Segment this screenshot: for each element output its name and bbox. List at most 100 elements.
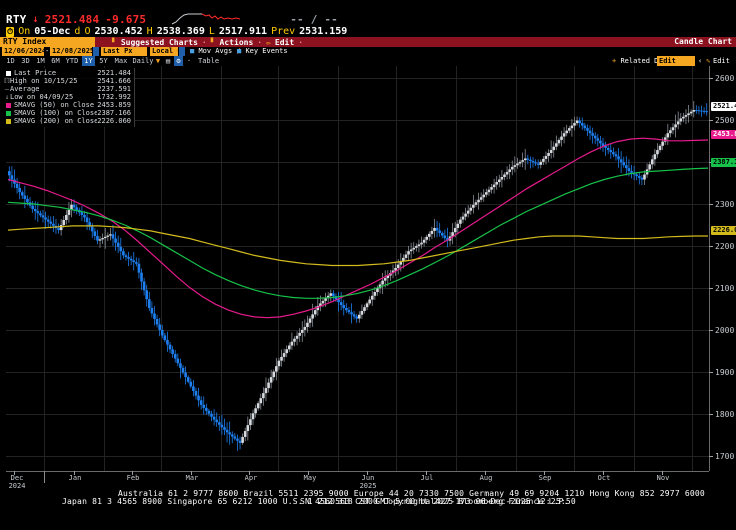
price-tick-1800 — [709, 414, 713, 415]
security-input[interactable]: RTY Index — [0, 37, 95, 47]
period-3d[interactable]: 3D — [21, 57, 30, 65]
more-options-icon[interactable]: · — [186, 57, 192, 65]
menu-separator-1: · — [201, 37, 207, 47]
edit-data-input[interactable]: Edit Data — [657, 56, 695, 75]
time-year-2025: 2025 — [359, 482, 377, 490]
zoom-out-icon[interactable]: ‹ — [698, 57, 703, 65]
gridline-month-12 — [692, 66, 693, 471]
currency-dropdown-button[interactable] — [179, 47, 185, 56]
period-ytd[interactable]: YTD — [65, 57, 79, 65]
key-events-checkbox[interactable]: ■ Key Events — [237, 47, 288, 55]
time-tick-oct — [603, 471, 604, 475]
gridline-1800 — [6, 414, 709, 415]
price-tick-2100 — [709, 288, 713, 289]
legend-row-sma50: SMAVG (50) on Close 2453.859 — [4, 101, 134, 109]
gridline-1900 — [6, 372, 709, 373]
legend-label-high: High on 10/15/25 — [10, 77, 78, 85]
period-6m[interactable]: 6M — [51, 57, 60, 65]
price-tick-1700 — [709, 456, 713, 457]
menu-edit[interactable]: Edit — [274, 37, 295, 47]
price-type-input[interactable]: Last Px — [101, 47, 147, 56]
chart-type-label: Candle Chart — [674, 37, 732, 46]
filter-icon[interactable]: ▼ — [155, 57, 161, 65]
grid-icon: ▘ — [112, 37, 117, 47]
legend-value-sma50: 2453.859 — [97, 101, 131, 109]
annotate-icon[interactable]: ✎ — [706, 57, 711, 65]
price-tick-2200 — [709, 246, 713, 247]
date-dropdown-button[interactable] — [93, 47, 99, 56]
date-from-input[interactable]: 12/06/2024 — [2, 47, 44, 56]
time-label-jun: Jun — [361, 474, 375, 482]
price-label-2200: 2200 — [715, 242, 735, 251]
menu-suggested-charts[interactable]: Suggested Charts — [120, 37, 198, 47]
period-max[interactable]: Max — [114, 57, 128, 65]
down-arrow-icon: ↓ — [32, 13, 39, 25]
bid-ask: -- / -- — [290, 12, 338, 26]
gridline-month-2 — [104, 66, 105, 471]
legend-label-low: Low on 04/09/25 — [10, 93, 74, 101]
sma50-tag: 2453.859 — [711, 130, 736, 139]
gridline-month-4 — [221, 66, 222, 471]
currency-input[interactable]: Local CCY — [150, 47, 178, 56]
gridline-2100 — [6, 288, 709, 289]
legend-row-last-price: Last Price 2521.484 — [4, 69, 134, 77]
legend-value-sma100: 2387.166 — [97, 109, 131, 117]
period-1d[interactable]: 1D — [6, 57, 15, 65]
gridline-2000 — [6, 330, 709, 331]
period-5y[interactable]: 5Y — [99, 57, 108, 65]
price-label-2300: 2300 — [715, 200, 735, 209]
sma100-tag: 2387.166 — [711, 158, 736, 167]
legend-swatch-sma50 — [6, 102, 11, 108]
crosshair-marker — [44, 471, 45, 483]
grid-icon-2: ▘ — [210, 37, 216, 47]
time-tick-mar — [191, 471, 192, 475]
average-marker-icon: – — [4, 85, 10, 93]
prev-value: 2531.159 — [299, 26, 348, 37]
legend-swatch-last-price — [6, 70, 11, 76]
time-tick-dec — [14, 471, 15, 475]
gridline-2300 — [6, 204, 709, 205]
chart-plot-area[interactable]: 2600 2500 2400 2300 2200 2100 2000 1900 … — [0, 66, 736, 471]
key-events-label: Key Events — [245, 47, 288, 55]
price-tick-2500 — [709, 120, 713, 121]
session-label: On — [18, 26, 31, 37]
period-daily[interactable]: Daily — [132, 57, 154, 65]
open-label: O — [84, 26, 91, 37]
pencil-icon: ✏ — [266, 37, 271, 47]
gridline-month-11 — [634, 66, 635, 471]
legend-row-high: ℿ High on 10/15/25 2541.666 — [4, 77, 134, 85]
plus-icon: + — [612, 57, 617, 65]
ohlc-row: ⏱ On 05-Dec d O 2530.452 H 2538.369 L 25… — [6, 26, 347, 37]
period-1y[interactable]: 1Y — [82, 56, 95, 66]
mov-avgs-slash: / — [236, 47, 241, 55]
legend-value-low: 1732.992 — [97, 93, 131, 101]
period-bar — [0, 56, 736, 66]
mov-avgs-checkbox[interactable]: ■ Mov Avgs / — [190, 47, 241, 55]
legend-row-sma100: SMAVG (100) on Close 2387.166 — [4, 109, 134, 117]
chart-style-icon[interactable]: ▤ — [165, 57, 171, 65]
chart-settings-icon[interactable]: ⚙ — [174, 56, 183, 66]
footer-session-info: SN 4560563 CST GMT-5:00 bal427-173 06-De… — [300, 497, 576, 506]
legend-swatch-sma100 — [6, 110, 11, 116]
price-label-1700: 1700 — [715, 452, 735, 461]
date-to-input[interactable]: 12/08/2025 — [50, 47, 92, 56]
edit-chart-button[interactable]: Edit Chart — [713, 57, 734, 75]
price-label-2600: 2600 — [715, 74, 735, 83]
price-label-2100: 2100 — [715, 284, 735, 293]
period-1m[interactable]: 1M — [36, 57, 45, 65]
table-toggle[interactable]: Table — [198, 57, 220, 65]
legend-row-sma200: SMAVG (200) on Close 2226.060 — [4, 117, 134, 125]
chart-legend: Last Price 2521.484 ℿ High on 10/15/25 2… — [4, 68, 135, 127]
legend-label-sma50: SMAVG (50) on Close — [14, 101, 95, 109]
price-label-1900: 1900 — [715, 368, 735, 377]
gridline-month-9 — [516, 66, 517, 471]
time-tick-sep — [544, 471, 545, 475]
sma200-tag: 2226.060 — [711, 226, 736, 235]
legend-value-sma200: 2226.060 — [97, 117, 131, 125]
chart-series-layer — [7, 101, 709, 451]
menu-actions[interactable]: Actions — [219, 37, 254, 47]
gridline-2400 — [6, 162, 709, 163]
menu-separator-2: · — [257, 37, 263, 47]
legend-value-last-price: 2521.484 — [97, 69, 131, 77]
gridline-month-6 — [338, 66, 339, 471]
